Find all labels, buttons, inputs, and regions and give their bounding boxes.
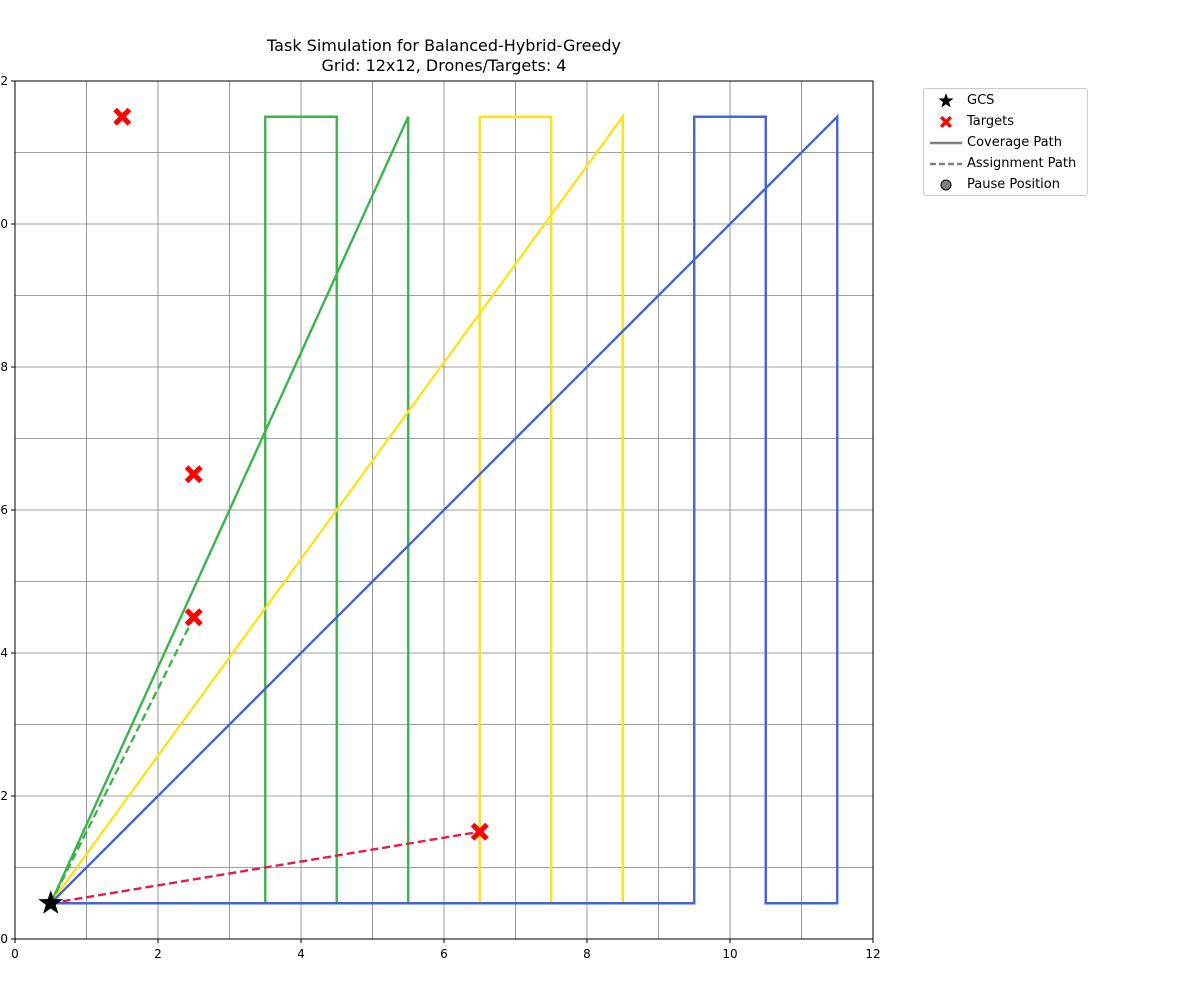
coverage-path-2	[49, 113, 624, 905]
legend-symbol-x	[940, 116, 952, 128]
target-marker	[113, 107, 132, 126]
assignment-path-2	[50, 830, 480, 905]
x-tick-label: 4	[297, 947, 305, 961]
x-tick-label: 2	[154, 947, 162, 961]
legend-item: Coverage Path	[924, 133, 1087, 153]
legend-symbol-solid-line	[930, 141, 962, 145]
x-tick-label: 0	[11, 947, 19, 961]
assignment-path-1	[49, 616, 195, 904]
data-layer	[49, 107, 839, 905]
legend-item: Targets	[924, 112, 1087, 132]
y-tick-label: 10	[0, 217, 8, 231]
target-marker	[184, 465, 203, 484]
legend-item: Assignment Path	[924, 154, 1087, 174]
x-tick-label: 6	[440, 947, 448, 961]
coverage-path-3	[49, 113, 839, 905]
target-marker	[470, 822, 489, 841]
y-tick-label: 12	[0, 74, 8, 88]
x-tick-label: 8	[583, 947, 591, 961]
legend-label: Coverage Path	[967, 135, 1062, 150]
legend-mark	[938, 93, 954, 108]
target-marker	[184, 608, 203, 627]
x-tick-label: 12	[865, 947, 880, 961]
legend-label: Pause Position	[967, 177, 1060, 192]
y-tick-label: 0	[0, 932, 8, 946]
y-tick-label: 6	[0, 503, 8, 517]
y-tick-label: 2	[0, 789, 8, 803]
chart-subtitle: Grid: 12x12, Drones/Targets: 4	[321, 56, 567, 75]
gcs-marker	[38, 890, 64, 914]
legend-symbol-star	[938, 93, 954, 108]
legend-mark	[940, 179, 952, 191]
y-tick-label: 8	[0, 360, 8, 374]
legend-symbol-dashed-line	[930, 162, 962, 166]
x-tick-label: 10	[722, 947, 737, 961]
legend: GCS Targets Coverage Path Assignment Path Pa…	[923, 88, 1088, 196]
legend-symbol-circle	[940, 179, 952, 191]
legend-label: GCS	[967, 93, 995, 108]
y-tick-label: 4	[0, 646, 8, 660]
legend-mark	[940, 116, 952, 128]
chart-title-block: Task Simulation for Balanced-Hybrid-Gree…	[15, 36, 873, 76]
legend-item: Pause Position	[924, 175, 1087, 195]
legend-label: Targets	[967, 114, 1014, 129]
chart-title: Task Simulation for Balanced-Hybrid-Gree…	[267, 36, 621, 55]
legend-item: GCS	[924, 91, 1087, 111]
legend-label: Assignment Path	[967, 156, 1077, 171]
